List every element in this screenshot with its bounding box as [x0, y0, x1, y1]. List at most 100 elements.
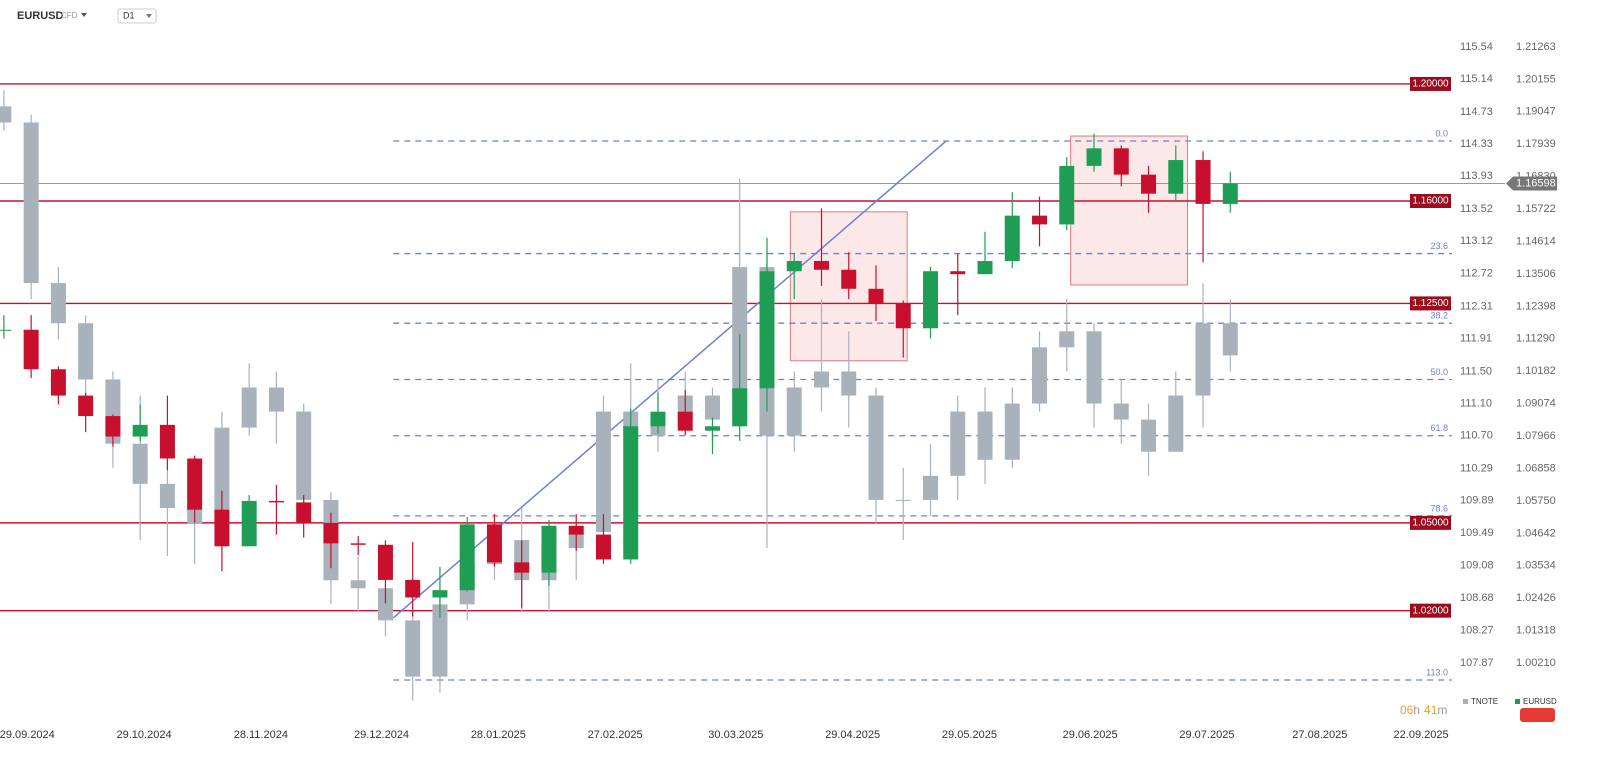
x-tick-label: 27.08.2025 [1292, 729, 1347, 741]
y2-tick-label: 107.87 [1460, 657, 1494, 669]
candle-body [1222, 183, 1238, 204]
y2-tick-label: 111.91 [1460, 332, 1492, 344]
candle-body [459, 524, 475, 591]
countdown-minutes: 41 [1424, 703, 1438, 717]
candle-body [977, 260, 993, 275]
candle-body [323, 522, 339, 544]
timeframe-dropdown [146, 14, 152, 18]
level-label-box [1410, 296, 1451, 311]
candle-body [813, 260, 829, 270]
x-tick-label: 29.09.2024 [0, 729, 55, 741]
fib-label: 61.8 [1430, 423, 1448, 433]
candle-body [677, 411, 693, 431]
y2-tick-label: 115.54 [1460, 41, 1493, 53]
candle-body [1004, 215, 1020, 261]
candle-body [568, 525, 584, 535]
candle-body [405, 620, 421, 677]
level-label: 1.05000 [1412, 518, 1449, 529]
x-tick-label: 29.05.2025 [942, 729, 997, 741]
symbol-dropdown[interactable] [81, 13, 87, 17]
candle-body [1141, 174, 1157, 194]
candle-body [1222, 323, 1238, 356]
y-tick-label: 1.04642 [1516, 527, 1556, 539]
candle-body [541, 525, 557, 573]
x-tick-label: 29.04.2025 [825, 729, 880, 741]
candle-body [1032, 347, 1048, 404]
x-tick-label: 28.11.2024 [234, 729, 288, 741]
candle-body [841, 269, 857, 289]
y-tick-label: 1.05750 [1516, 495, 1556, 507]
candle-body [595, 411, 611, 533]
level-label: 1.02000 [1412, 605, 1449, 616]
y2-tick-label: 115.14 [1460, 73, 1493, 85]
y2-tick-label: 111.50 [1460, 365, 1492, 377]
candle-body [841, 371, 857, 396]
y-tick-label: 1.13506 [1516, 268, 1556, 280]
legend-label: TNOTE [1471, 697, 1498, 706]
candle-body [377, 588, 393, 621]
x-tick-label: 29.06.2025 [1063, 729, 1118, 741]
candle-body [405, 579, 421, 598]
y-tick-label: 1.12398 [1516, 300, 1556, 312]
candle-body [23, 329, 39, 370]
candle-body [241, 387, 257, 428]
fib-label: 113.0 [1426, 667, 1448, 677]
candle-body [704, 395, 720, 420]
candle-body [895, 499, 911, 501]
candle-body [0, 329, 12, 331]
candle-body [296, 502, 312, 523]
fib-label: 38.2 [1430, 311, 1448, 321]
candle-body [704, 426, 720, 431]
candle-body [786, 260, 802, 272]
symbol[interactable]: EURUSD [17, 10, 64, 22]
y-tick-label: 1.17939 [1516, 138, 1556, 150]
fib-label: 78.6 [1430, 503, 1448, 513]
y-tick-label: 1.21263 [1516, 41, 1556, 53]
y-tick-label: 1.19047 [1516, 106, 1556, 118]
legend-swatch [1463, 699, 1468, 704]
y2-tick-label: 112.72 [1460, 267, 1493, 279]
candle-body [377, 544, 393, 580]
level-label: 1.16000 [1412, 196, 1449, 207]
y-tick-label: 1.00210 [1516, 657, 1556, 669]
x-tick-label: 29.12.2024 [354, 729, 409, 741]
candle-body [1032, 215, 1048, 225]
y2-tick-label: 113.93 [1460, 170, 1493, 182]
x-tick-label: 30.03.2025 [708, 729, 763, 741]
level-label-box [1410, 515, 1451, 530]
countdown-hours-unit: h [1413, 703, 1420, 717]
legend-button[interactable] [1520, 708, 1555, 722]
candle-body [159, 483, 175, 508]
y2-tick-label: 110.29 [1460, 463, 1493, 475]
x-tick-label: 29.10.2024 [117, 729, 172, 741]
level-label-box [1410, 193, 1451, 208]
countdown-hours: 06 [1400, 703, 1414, 717]
y2-tick-label: 109.49 [1460, 527, 1494, 539]
y-tick-label: 1.02426 [1516, 592, 1556, 604]
y-tick-label: 1.14614 [1516, 235, 1556, 247]
candle-body [432, 604, 448, 677]
candle-body [296, 411, 312, 500]
y2-tick-label: 114.73 [1460, 106, 1493, 118]
y2-tick-label: 108.27 [1460, 625, 1494, 637]
candle-body [486, 524, 502, 563]
y-tick-label: 1.11290 [1516, 333, 1555, 345]
candle-body [1059, 331, 1075, 348]
x-tick-label: 28.01.2025 [471, 729, 526, 741]
candle-body [78, 395, 94, 417]
candle-body [1004, 403, 1020, 460]
candle-body [1113, 403, 1129, 420]
candle-body [923, 475, 939, 500]
level-label: 1.20000 [1412, 79, 1449, 90]
candle-body [895, 303, 911, 329]
y2-tick-label: 109.08 [1460, 560, 1494, 572]
timeframe-select[interactable] [117, 8, 157, 24]
candle-body [50, 283, 66, 324]
candle-body [23, 122, 39, 284]
candle-body [1195, 323, 1211, 396]
y2-tick-label: 111.10 [1460, 397, 1492, 409]
candle-body [350, 580, 366, 589]
candle-body [1168, 160, 1184, 194]
y-tick-label: 1.15722 [1516, 203, 1556, 215]
candle-body [350, 543, 366, 545]
